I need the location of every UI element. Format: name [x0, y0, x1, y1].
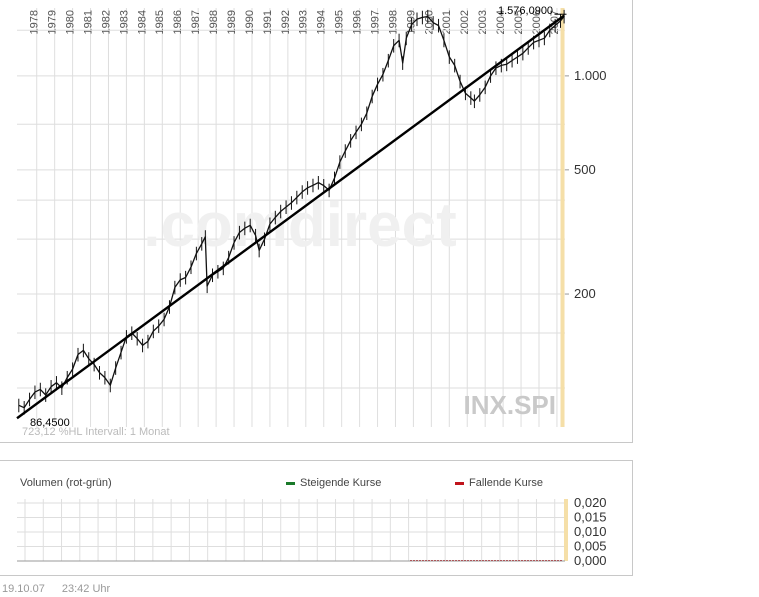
x-tick-label: 2004 [495, 10, 507, 34]
interval-label: 723,12 %HL Intervall: 1 Monat [22, 426, 170, 438]
x-tick-label: 1982 [100, 10, 112, 34]
legend-label: Steigende Kurse [300, 477, 381, 489]
trend-line [16, 14, 565, 420]
volume-y-tick-label: 0,000 [574, 553, 607, 568]
x-tick-label: 1992 [280, 10, 292, 34]
x-tick-label: 2001 [441, 10, 453, 34]
x-tick-label: 1984 [136, 10, 148, 34]
x-tick-label: 1994 [316, 10, 328, 34]
max-label: 1.576,0900 [498, 5, 553, 17]
x-tick-label: 1995 [334, 10, 346, 34]
x-tick-label: 1991 [262, 10, 274, 34]
y-tick-label: 200 [574, 286, 596, 301]
legend-swatch [455, 482, 464, 485]
symbol-label: INX.SPI [464, 390, 556, 420]
x-tick-label: 1980 [65, 10, 77, 34]
volume-title: Volumen (rot-grün) [20, 477, 112, 489]
y-tick-label: 1.000 [574, 68, 607, 83]
x-tick-label: 1996 [352, 10, 364, 34]
watermark: .comdirect [143, 191, 457, 260]
min-label: 86,4500 [30, 417, 70, 429]
x-tick-label: 1981 [82, 10, 94, 34]
volume-y-tick-label: 0,005 [574, 539, 607, 554]
x-tick-label: 1978 [29, 10, 41, 34]
volume-current-highlight [564, 499, 568, 561]
footer-timestamp: 19.10.07 23:42 Uhr [2, 583, 124, 595]
x-tick-label: 1990 [244, 10, 256, 34]
volume-chart-panel: Volumen (rot-grün) Steigende Kurse Fallend… [0, 460, 633, 576]
y-tick-label: 500 [574, 162, 596, 177]
footer-date: 19.10.07 [2, 583, 45, 595]
volume-y-tick-label: 0,020 [574, 495, 607, 510]
legend-swatch [286, 482, 295, 485]
x-tick-label: 1988 [208, 10, 220, 34]
x-tick-label: 1987 [190, 10, 202, 34]
legend-label: Fallende Kurse [469, 477, 543, 489]
x-tick-label: 1983 [118, 10, 130, 34]
x-tick-label: 2002 [459, 10, 471, 34]
x-tick-label: 1979 [47, 10, 59, 34]
x-tick-label: 1993 [298, 10, 310, 34]
price-chart-panel: 1978 1979 1980 1981 1982 1983 1984 1985 1986 1987… [0, 0, 633, 443]
x-tick-label: 2005 [513, 10, 525, 34]
x-tick-label: 1997 [369, 10, 381, 34]
x-tick-label: 1989 [226, 10, 238, 34]
volume-y-tick-label: 0,015 [574, 510, 607, 525]
current-period-highlight [560, 8, 565, 427]
x-tick-label: 2006 [531, 10, 543, 34]
x-tick-label: 1986 [172, 10, 184, 34]
volume-y-tick-label: 0,010 [574, 524, 607, 539]
x-tick-label: 2003 [477, 10, 489, 34]
x-tick-label: 1998 [387, 10, 399, 34]
footer-time: 23:42 Uhr [61, 583, 111, 595]
x-tick-label: 1985 [154, 10, 166, 34]
price-chart: 1978 1979 1980 1981 1982 1983 1984 1985 1986 1987… [16, 5, 607, 438]
volume-chart: Volumen (rot-grün) Steigende Kurse Fallend… [17, 477, 607, 568]
